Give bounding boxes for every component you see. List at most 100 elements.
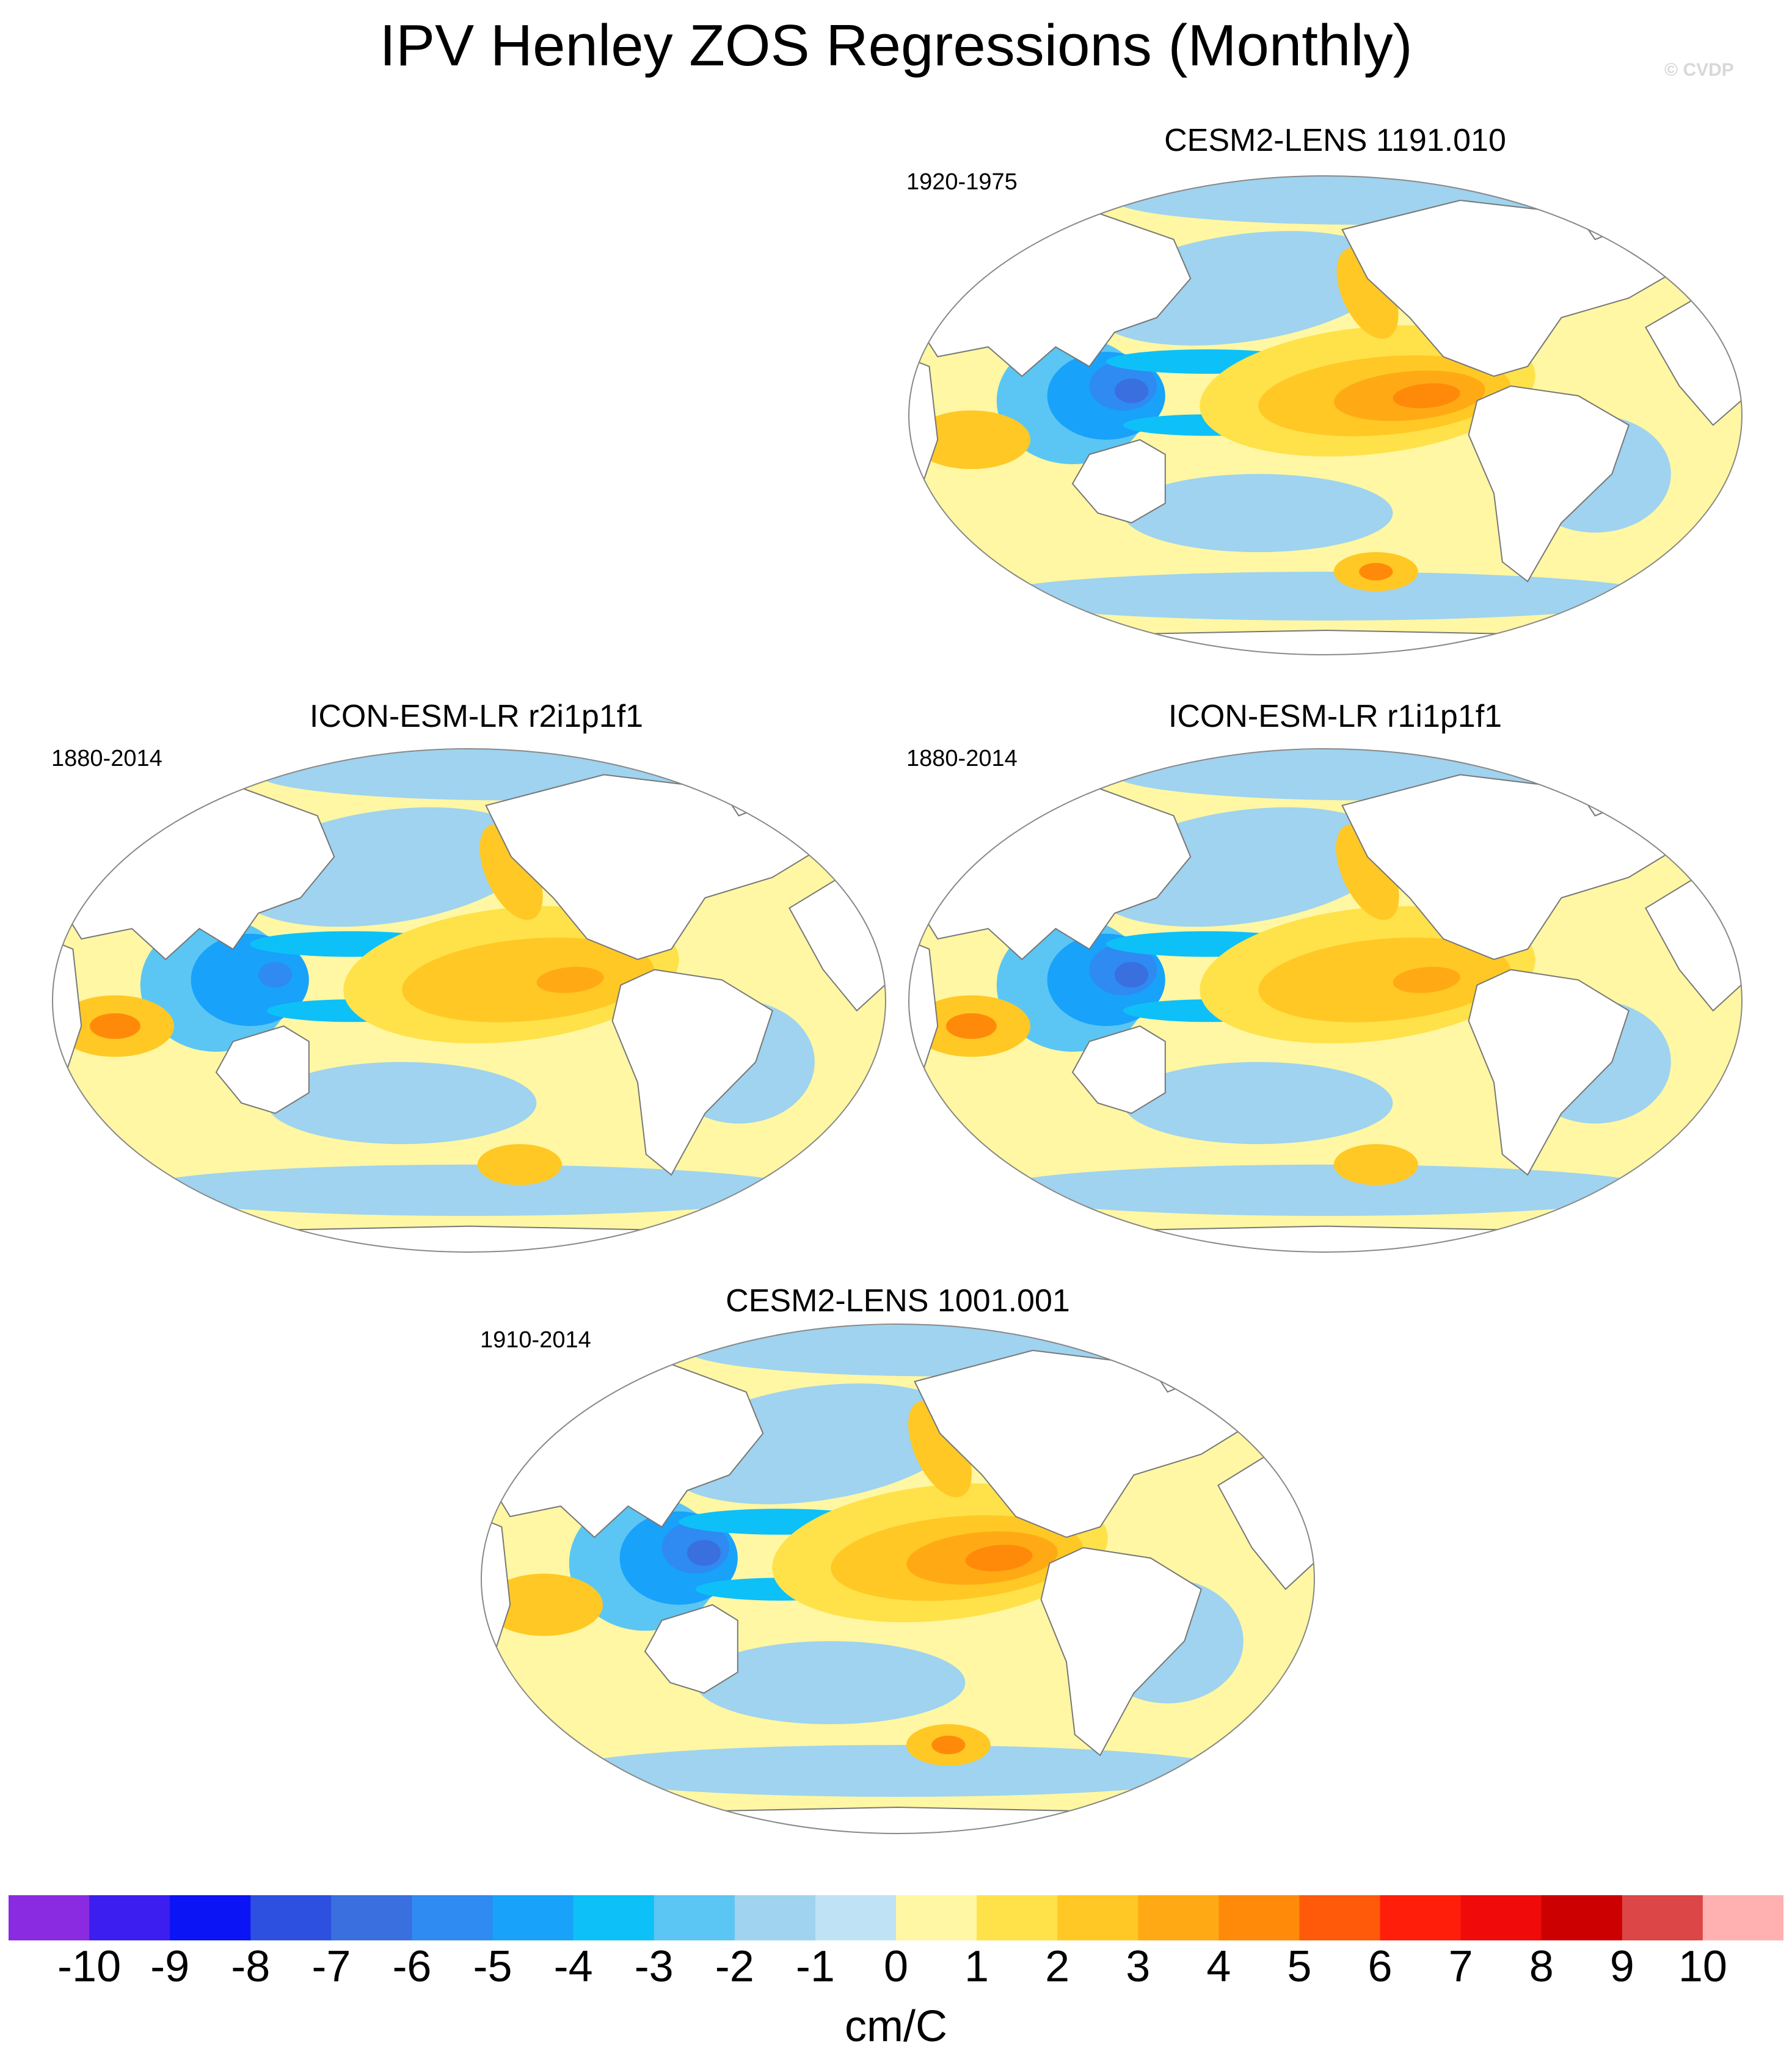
colorbar-bin-3	[250, 1895, 332, 1940]
colorbar-tick-6: -4	[553, 1942, 593, 1991]
southern-ocean-neg	[988, 1164, 1663, 1216]
map-border	[52, 748, 886, 1253]
map-panel-2	[52, 748, 886, 1253]
panel-title-2: ICON-ESM-LR r2i1p1f1	[309, 699, 644, 734]
colorbar-bin-0	[9, 1895, 90, 1940]
land-australia	[1071, 439, 1166, 524]
colorbar-bin-8	[654, 1895, 735, 1940]
colorbar-tick-14: 4	[1206, 1942, 1231, 1991]
east-pacific-pos-4	[965, 1545, 1033, 1571]
southern-ocean-pos-2	[931, 1735, 966, 1755]
colorbar-bin-18	[1460, 1895, 1542, 1940]
colorbar-bin-12	[977, 1895, 1058, 1940]
panel-period-2: 1880-2014	[51, 746, 162, 771]
south-pacific-neg	[1123, 1062, 1393, 1145]
colorbar-bin-15	[1218, 1895, 1300, 1940]
southern-ocean-pos-2	[1359, 1155, 1393, 1174]
east-pacific-pos-4	[1393, 383, 1460, 409]
colorbar-tick-19: 9	[1609, 1942, 1634, 1991]
colorbar-bin-2	[170, 1895, 251, 1940]
map-panel-1	[908, 175, 1743, 655]
land-australia	[1071, 1025, 1166, 1114]
north-pacific-core	[1165, 252, 1317, 305]
colorbar-tick-9: -1	[795, 1942, 835, 1991]
colorbar-tick-4: -6	[392, 1942, 432, 1991]
indian-ocean-pos-2	[946, 428, 997, 452]
north-pacific-core	[738, 1405, 889, 1462]
indian-ocean-pos-2	[90, 1013, 140, 1039]
panel-period-4: 1910-2014	[480, 1327, 591, 1353]
colorbar-bin-1	[89, 1895, 170, 1940]
southern-ocean-neg	[988, 572, 1663, 621]
california-current-pos	[1336, 824, 1399, 920]
colorbar-tick-5: -5	[473, 1942, 512, 1991]
colorbar-tick-11: 1	[964, 1942, 989, 1991]
colorbar-tick-18: 8	[1529, 1942, 1554, 1991]
colorbar-tick-2: -8	[231, 1942, 271, 1991]
colorbar-bin-20	[1622, 1895, 1703, 1940]
colorbar-bin-11	[896, 1895, 977, 1940]
panel-title-1: CESM2-LENS 1191.010	[1164, 123, 1506, 158]
west-pacific-neg-4	[258, 962, 293, 988]
california-current-pos	[479, 824, 543, 920]
colorbar-tick-0: -10	[57, 1942, 122, 1991]
map-panel-4	[481, 1324, 1315, 1834]
colorbar-units: cm/C	[845, 2002, 947, 2051]
panel-period-1: 1920-1975	[906, 169, 1018, 195]
south-pacific-neg	[695, 1641, 966, 1724]
colorbar-tick-17: 7	[1448, 1942, 1473, 1991]
east-pacific-pos-4	[1393, 966, 1460, 993]
colorbar-bin-14	[1138, 1895, 1219, 1940]
colorbar-tick-3: -7	[311, 1942, 351, 1991]
figure-title: IPV Henley ZOS Regressions (Monthly)	[379, 13, 1413, 78]
southern-ocean-pos-2	[503, 1155, 537, 1174]
southern-ocean-neg	[132, 1164, 806, 1216]
east-pacific-pos-4	[536, 966, 604, 993]
indian-ocean-pos-2	[946, 1013, 997, 1039]
panel-period-3: 1880-2014	[906, 746, 1018, 771]
land-south-america	[1468, 969, 1630, 1176]
colorbar-tick-20: 10	[1678, 1942, 1727, 1991]
colorbar-bin-5	[412, 1895, 494, 1940]
colorbar-tick-10: 0	[883, 1942, 909, 1991]
panel-title-3: ICON-ESM-LR r1i1p1f1	[1168, 699, 1502, 734]
southern-ocean-neg	[561, 1745, 1235, 1797]
southern-ocean-pos-2	[1359, 563, 1393, 581]
colorbar-bin-13	[1057, 1895, 1138, 1940]
south-pacific-neg	[266, 1062, 537, 1145]
map-border	[481, 1324, 1315, 1834]
land-australia	[215, 1025, 310, 1114]
colorbar-tick-8: -2	[715, 1942, 754, 1991]
colorbar-bin-21	[1702, 1895, 1783, 1940]
colorbar-bin-9	[734, 1895, 816, 1940]
land-south-america	[1468, 385, 1630, 583]
colorbar	[9, 1895, 1783, 1940]
colorbar-bin-7	[573, 1895, 655, 1940]
south-pacific-neg	[1123, 474, 1393, 552]
colorbar-bin-19	[1541, 1895, 1623, 1940]
colorbar-tick-12: 2	[1045, 1942, 1070, 1991]
map-panel-3	[908, 748, 1743, 1253]
colorbar-tick-15: 5	[1287, 1942, 1312, 1991]
north-pacific-core	[1165, 829, 1317, 884]
colorbar-bin-6	[492, 1895, 574, 1940]
colorbar-bin-10	[815, 1895, 897, 1940]
north-pacific-core	[309, 829, 461, 884]
colorbar-tick-7: -3	[634, 1942, 674, 1991]
land-south-america	[611, 969, 773, 1176]
colorbar-bin-4	[331, 1895, 413, 1940]
watermark: © CVDP	[1664, 60, 1734, 80]
west-pacific-neg-4	[1115, 379, 1149, 403]
land-south-america	[1040, 1546, 1202, 1757]
panel-title-4: CESM2-LENS 1001.001	[726, 1283, 1070, 1319]
colorbar-bin-17	[1380, 1895, 1462, 1940]
colorbar-tick-16: 6	[1368, 1942, 1393, 1991]
california-current-pos	[908, 1400, 972, 1498]
indian-ocean-pos-2	[519, 1592, 569, 1618]
colorbar-bin-16	[1299, 1895, 1381, 1940]
land-australia	[644, 1604, 738, 1694]
colorbar-tick-1: -9	[150, 1942, 190, 1991]
west-pacific-neg-4	[687, 1540, 721, 1566]
colorbar-tick-13: 3	[1126, 1942, 1151, 1991]
map-border	[908, 175, 1743, 655]
